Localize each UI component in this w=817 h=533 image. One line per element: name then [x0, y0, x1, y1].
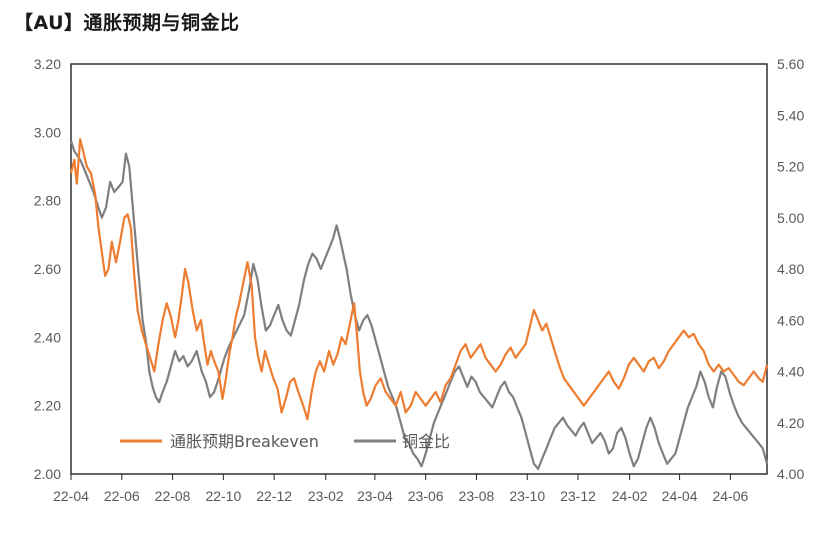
x-tick-label: 22-04: [53, 488, 89, 504]
legend: 通胀预期Breakeven 铜金比: [120, 432, 450, 451]
x-tick-label: 23-04: [357, 488, 393, 504]
series-line-breakeven: [69, 138, 769, 421]
x-tick-label: 24-06: [712, 488, 748, 504]
series-line-copper-gold-ratio: [69, 140, 769, 470]
y-right-tick-label: 4.60: [777, 312, 804, 328]
y-left-tick-label: 2.60: [34, 261, 61, 277]
x-tick-label: 24-04: [662, 488, 698, 504]
legend-label-copper-gold-ratio: 铜金比: [402, 432, 450, 451]
x-tick-label: 24-02: [612, 488, 648, 504]
x-tick-label: 22-08: [155, 488, 191, 504]
y-right-tick-label: 4.00: [777, 466, 804, 482]
y-right-tick-label: 5.60: [777, 56, 804, 72]
y-left-tick-label: 3.20: [34, 56, 61, 72]
y-right-tick-label: 4.20: [777, 415, 804, 431]
y-right-tick-label: 5.00: [777, 210, 804, 226]
y-right-tick-label: 4.40: [777, 364, 804, 380]
y-left-tick-label: 2.40: [34, 329, 61, 345]
x-tick-label: 22-12: [256, 488, 292, 504]
y-left-tick-label: 2.80: [34, 193, 61, 209]
y-left-tick-label: 2.20: [34, 398, 61, 414]
y-right-tick-label: 5.20: [777, 159, 804, 175]
legend-label-breakeven: 通胀预期Breakeven: [170, 432, 319, 451]
y-left-tick-label: 3.00: [34, 124, 61, 140]
x-tick-label: 23-06: [408, 488, 444, 504]
x-tick-label: 22-10: [205, 488, 241, 504]
plot-area-frame: [70, 63, 768, 475]
y-left-tick-label: 2.00: [34, 466, 61, 482]
x-tick-label: 23-12: [560, 488, 596, 504]
y-right-tick-label: 5.40: [777, 107, 804, 123]
series-layer: [69, 138, 769, 470]
x-tick-label: 23-10: [509, 488, 545, 504]
y-left-axis: 2.00 2.20 2.40 2.60 2.80 3.00 3.20: [34, 56, 61, 482]
x-axis: 22-04 22-06 22-08 22-10 22-12 23-02 23-04 23-06…: [53, 474, 748, 504]
y-right-tick-label: 4.80: [777, 261, 804, 277]
y-right-axis: 4.00 4.20 4.40 4.60 4.80 5.00 5.20 5.40 5.60: [777, 56, 804, 482]
chart-title: 【AU】通胀预期与铜金比: [14, 12, 240, 34]
x-tick-label: 23-02: [308, 488, 344, 504]
x-tick-label: 22-06: [104, 488, 140, 504]
x-tick-label: 23-08: [459, 488, 495, 504]
